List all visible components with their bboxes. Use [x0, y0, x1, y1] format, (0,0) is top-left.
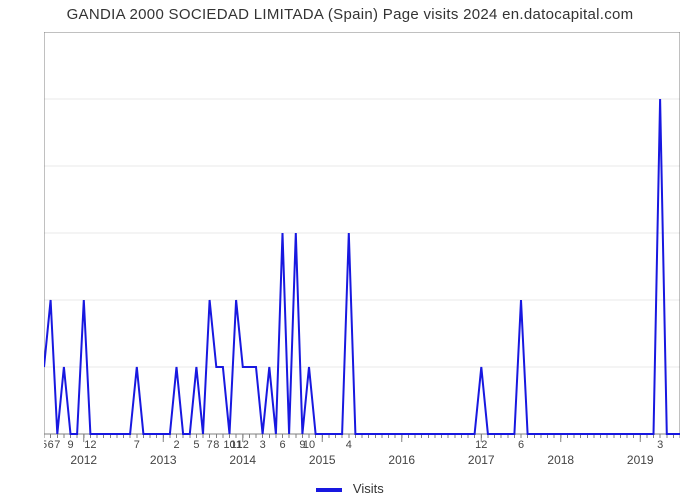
svg-text:2014: 2014: [229, 453, 256, 467]
svg-text:6: 6: [279, 439, 285, 451]
svg-text:2016: 2016: [388, 453, 415, 467]
svg-text:8: 8: [213, 439, 219, 451]
svg-text:2019: 2019: [627, 453, 654, 467]
svg-text:4: 4: [346, 439, 352, 451]
svg-text:2: 2: [173, 439, 179, 451]
svg-text:5: 5: [193, 439, 199, 451]
legend: Visits: [0, 481, 700, 496]
svg-text:2012: 2012: [70, 453, 97, 467]
chart-title: GANDIA 2000 SOCIEDAD LIMITADA (Spain) Pa…: [0, 6, 700, 23]
svg-text:3: 3: [260, 439, 266, 451]
legend-swatch: [316, 488, 342, 492]
legend-label: Visits: [353, 481, 384, 496]
svg-text:6: 6: [518, 439, 524, 451]
svg-text:10: 10: [303, 439, 315, 451]
svg-text:2013: 2013: [150, 453, 177, 467]
svg-text:6: 6: [48, 439, 54, 451]
svg-text:7: 7: [54, 439, 60, 451]
svg-text:2017: 2017: [468, 453, 495, 467]
svg-text:3: 3: [657, 439, 663, 451]
chart-container: GANDIA 2000 SOCIEDAD LIMITADA (Spain) Pa…: [0, 0, 700, 500]
svg-text:7: 7: [134, 439, 140, 451]
svg-text:2015: 2015: [309, 453, 336, 467]
svg-text:7: 7: [207, 439, 213, 451]
svg-text:2018: 2018: [547, 453, 574, 467]
svg-text:9: 9: [67, 439, 73, 451]
svg-text:12: 12: [84, 439, 96, 451]
line-chart: 0123456567912725781011123691041263201220…: [44, 32, 680, 478]
